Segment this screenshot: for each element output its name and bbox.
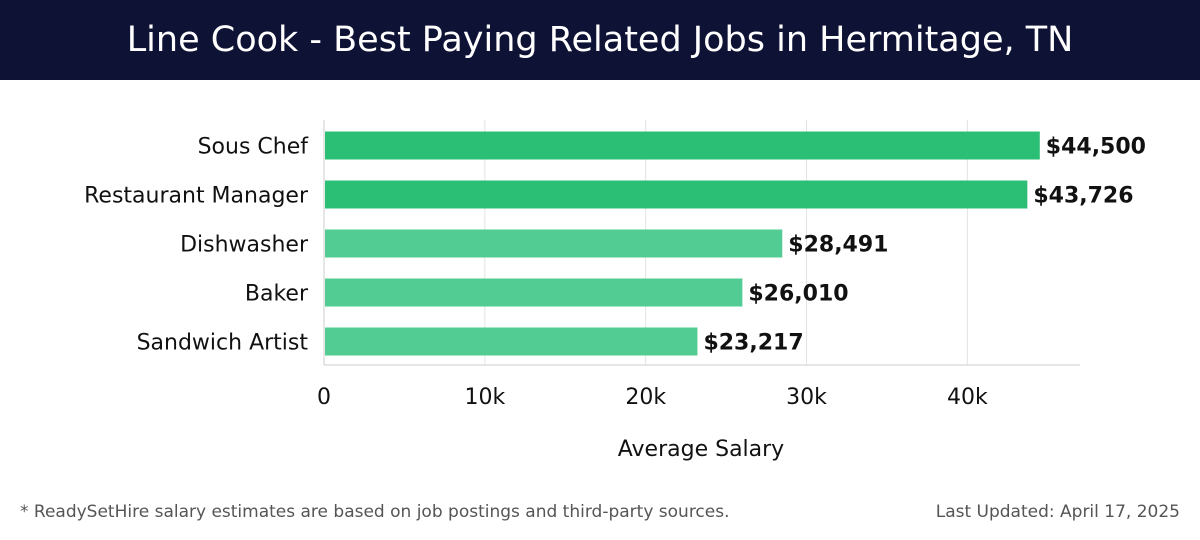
footnote: * ReadySetHire salary estimates are base…: [20, 502, 730, 522]
y-tick-label: Baker: [245, 282, 309, 307]
bar: [325, 180, 1028, 209]
y-tick-label: Dishwasher: [180, 233, 309, 258]
x-tick-label: 20k: [625, 385, 666, 410]
x-tick-label: 40k: [947, 385, 988, 410]
x-axis-title: Average Salary: [618, 437, 784, 462]
bar-value-label: $23,217: [703, 331, 803, 356]
bar: [325, 131, 1040, 160]
chart-header: Line Cook - Best Paying Related Jobs in …: [0, 0, 1200, 80]
bar-value-label: $44,500: [1046, 135, 1146, 160]
x-tick-label: 30k: [786, 385, 827, 410]
bar: [325, 327, 698, 356]
bar-chart: 0 10k 20k 30k 40k Sous Chef $44,500 Restaurant …: [84, 120, 1146, 462]
bar: [325, 278, 743, 307]
bar: [325, 229, 783, 258]
bar-value-label: $43,726: [1033, 184, 1133, 209]
x-tick-label: 10k: [464, 385, 505, 410]
bar-value-label: $26,010: [748, 282, 848, 307]
y-tick-label: Sous Chef: [198, 135, 310, 160]
chart-title: Line Cook - Best Paying Related Jobs in …: [126, 20, 1074, 60]
y-tick-label: Restaurant Manager: [84, 184, 309, 209]
bar-value-label: $28,491: [788, 233, 888, 258]
y-tick-label: Sandwich Artist: [137, 331, 309, 356]
bars: [325, 131, 1040, 356]
x-tick-label: 0: [317, 385, 331, 410]
last-updated: Last Updated: April 17, 2025: [935, 502, 1180, 522]
axes: 0 10k 20k 30k 40k Sous Chef $44,500 Restaurant …: [84, 120, 1146, 410]
